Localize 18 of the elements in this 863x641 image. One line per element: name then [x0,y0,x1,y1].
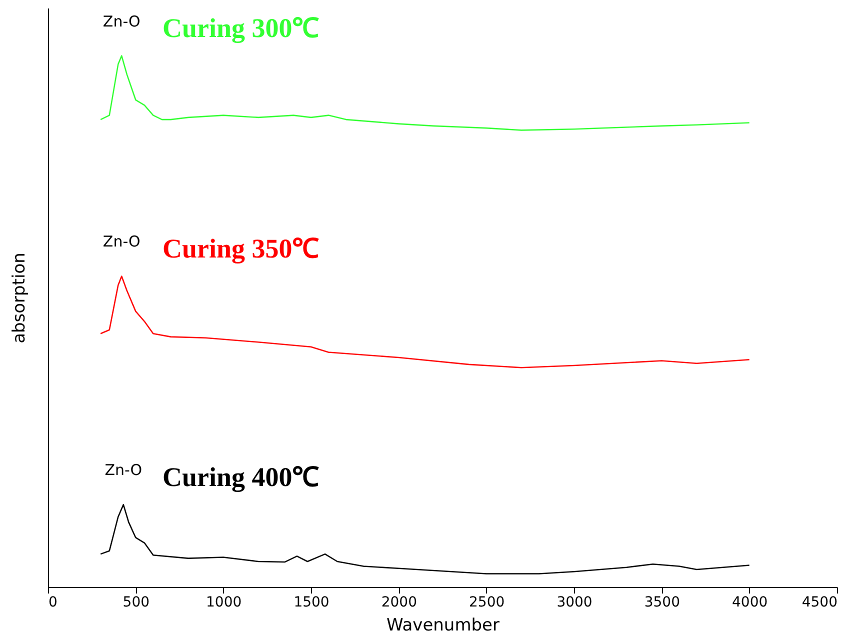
series-label: Curing 350℃ [162,234,320,264]
x-tick-label: 1000 [206,594,242,610]
annotation: Zn-O [102,232,140,251]
x-tick-label: 4000 [732,594,768,610]
series-label: Curing 400℃ [162,462,320,492]
y-axis-title: absorption [10,252,30,344]
x-axis-title: Wavenumber [386,616,500,636]
x-tick-label: 2000 [381,594,417,610]
x-tick-label: 2500 [469,594,505,610]
x-tick-label: 0 [48,594,58,610]
x-tick-label: 3500 [644,594,680,610]
x-tick-label: 500 [122,594,150,610]
series-label: Curing 300℃ [162,13,320,44]
x-tick-label: 3000 [556,594,592,610]
annotation: Zn-O [104,461,142,480]
x-tick-label: 1500 [294,594,330,610]
text: Zn-O [102,12,140,30]
x-tick-label: 4500 [802,594,838,610]
